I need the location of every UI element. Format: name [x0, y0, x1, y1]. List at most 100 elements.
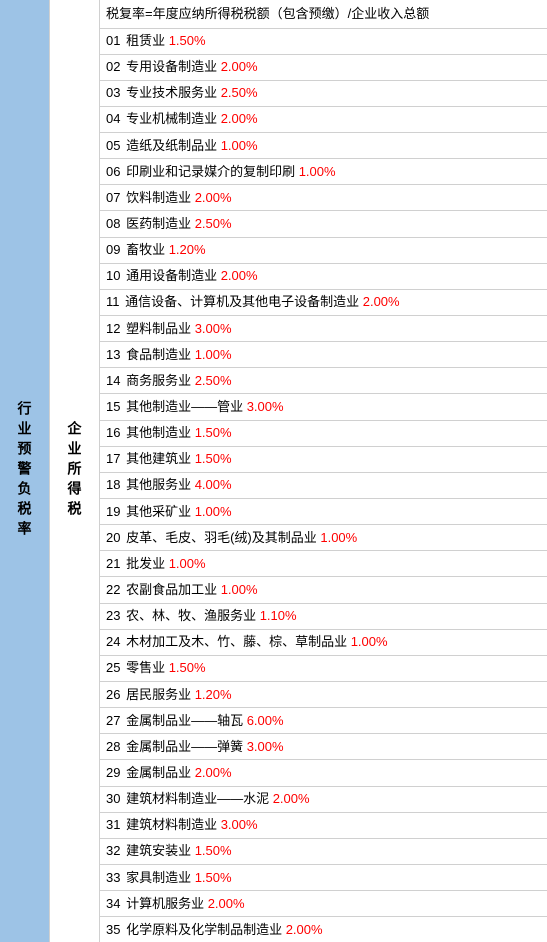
tax-rate: 2.00%	[286, 922, 323, 937]
row-number: 04	[106, 111, 120, 126]
tax-rate: 1.50%	[195, 870, 232, 885]
table-row: 16 其他制造业 1.50%	[100, 421, 547, 447]
tax-rate: 1.50%	[195, 843, 232, 858]
table-row: 27 金属制品业——轴瓦 6.00%	[100, 708, 547, 734]
industry-name: 通用设备制造业	[122, 268, 220, 283]
row-number: 16	[106, 425, 120, 440]
table-row: 33 家具制造业 1.50%	[100, 865, 547, 891]
industry-name: 金属制品业	[122, 765, 194, 780]
tax-rate: 1.00%	[221, 582, 258, 597]
tax-rate: 1.10%	[260, 608, 297, 623]
tax-type-column: 企业所得税	[50, 0, 100, 942]
tax-rate: 2.00%	[221, 59, 258, 74]
row-number: 15	[106, 399, 120, 414]
tax-rate: 1.50%	[169, 33, 206, 48]
row-number: 07	[106, 190, 120, 205]
row-number: 25	[106, 660, 120, 675]
industry-name: 专用设备制造业	[122, 59, 220, 74]
tax-rate: 2.00%	[195, 765, 232, 780]
industry-name: 其他采矿业	[122, 504, 194, 519]
table-row: 17 其他建筑业 1.50%	[100, 447, 547, 473]
tax-rate: 1.00%	[320, 530, 357, 545]
row-number: 20	[106, 530, 120, 545]
tax-rate: 1.20%	[195, 687, 232, 702]
row-number: 05	[106, 138, 120, 153]
tax-rate: 2.00%	[208, 896, 245, 911]
row-number: 31	[106, 817, 120, 832]
industry-name: 建筑材料制造业——水泥	[122, 791, 272, 806]
table-row: 28 金属制品业——弹簧 3.00%	[100, 734, 547, 760]
row-number: 17	[106, 451, 120, 466]
row-number: 02	[106, 59, 120, 74]
tax-rate: 2.00%	[363, 294, 400, 309]
table-container: 行业预警负税率 企业所得税 税复率=年度应纳所得税税额（包含预缴）/企业收入总额…	[0, 0, 547, 942]
tax-rate: 1.50%	[195, 425, 232, 440]
industry-name: 农、林、牧、渔服务业	[122, 608, 259, 623]
tax-rate: 1.00%	[351, 634, 388, 649]
table-row: 19 其他采矿业 1.00%	[100, 499, 547, 525]
industry-name: 食品制造业	[122, 347, 194, 362]
tax-rate: 2.00%	[273, 791, 310, 806]
tax-rate: 2.50%	[221, 85, 258, 100]
row-number: 33	[106, 870, 120, 885]
rows-container: 01 租赁业 1.50%02 专用设备制造业 2.00%03 专业技术服务业 2…	[100, 29, 547, 942]
table-row: 20 皮革、毛皮、羽毛(绒)及其制品业 1.00%	[100, 525, 547, 551]
table-row: 21 批发业 1.00%	[100, 551, 547, 577]
row-number: 24	[106, 634, 120, 649]
table-row: 04 专业机械制造业 2.00%	[100, 107, 547, 133]
industry-name: 其他制造业——管业	[122, 399, 246, 414]
industry-name: 金属制品业——轴瓦	[122, 713, 246, 728]
tax-rate: 2.50%	[195, 373, 232, 388]
industry-name: 家具制造业	[122, 870, 194, 885]
table-row: 11 通信设备、计算机及其他电子设备制造业 2.00%	[100, 290, 547, 316]
industry-name: 通信设备、计算机及其他电子设备制造业	[122, 294, 363, 309]
row-number: 29	[106, 765, 120, 780]
industry-name: 其他服务业	[122, 477, 194, 492]
table-row: 10 通用设备制造业 2.00%	[100, 264, 547, 290]
industry-name: 金属制品业——弹簧	[122, 739, 246, 754]
row-number: 11	[106, 294, 120, 309]
industry-name: 印刷业和记录媒介的复制印刷	[122, 164, 298, 179]
table-row: 06 印刷业和记录媒介的复制印刷 1.00%	[100, 159, 547, 185]
tax-rate: 1.00%	[299, 164, 336, 179]
table-row: 08 医药制造业 2.50%	[100, 211, 547, 237]
industry-name: 皮革、毛皮、羽毛(绒)及其制品业	[122, 530, 320, 545]
table-row: 13 食品制造业 1.00%	[100, 342, 547, 368]
industry-name: 专业技术服务业	[122, 85, 220, 100]
table-row: 07 饮料制造业 2.00%	[100, 185, 547, 211]
tax-rate: 4.00%	[195, 477, 232, 492]
table-row: 01 租赁业 1.50%	[100, 29, 547, 55]
table-row: 31 建筑材料制造业 3.00%	[100, 813, 547, 839]
table-row: 18 其他服务业 4.00%	[100, 473, 547, 499]
tax-rate: 3.00%	[247, 399, 284, 414]
row-number: 22	[106, 582, 120, 597]
table-row: 30 建筑材料制造业——水泥 2.00%	[100, 787, 547, 813]
tax-rate: 1.00%	[169, 556, 206, 571]
row-number: 13	[106, 347, 120, 362]
row-number: 18	[106, 477, 120, 492]
category-column: 行业预警负税率	[0, 0, 50, 942]
industry-name: 农副食品加工业	[122, 582, 220, 597]
tax-rate: 1.00%	[221, 138, 258, 153]
industry-name: 建筑材料制造业	[122, 817, 220, 832]
tax-rate: 1.50%	[195, 451, 232, 466]
row-number: 28	[106, 739, 120, 754]
industry-name: 批发业	[122, 556, 168, 571]
tax-rate: 3.00%	[221, 817, 258, 832]
table-row: 03 专业技术服务业 2.50%	[100, 81, 547, 107]
tax-rate: 1.00%	[195, 504, 232, 519]
row-number: 14	[106, 373, 120, 388]
table-row: 09 畜牧业 1.20%	[100, 238, 547, 264]
table-row: 22 农副食品加工业 1.00%	[100, 577, 547, 603]
row-number: 30	[106, 791, 120, 806]
tax-rate: 1.00%	[195, 347, 232, 362]
table-row: 15 其他制造业——管业 3.00%	[100, 394, 547, 420]
category-label: 行业预警负税率	[15, 401, 35, 541]
industry-name: 塑料制品业	[122, 321, 194, 336]
tax-rate: 3.00%	[195, 321, 232, 336]
table-row: 05 造纸及纸制品业 1.00%	[100, 133, 547, 159]
table-row: 26 居民服务业 1.20%	[100, 682, 547, 708]
table-row: 25 零售业 1.50%	[100, 656, 547, 682]
table-row: 02 专用设备制造业 2.00%	[100, 55, 547, 81]
industry-name: 医药制造业	[122, 216, 194, 231]
